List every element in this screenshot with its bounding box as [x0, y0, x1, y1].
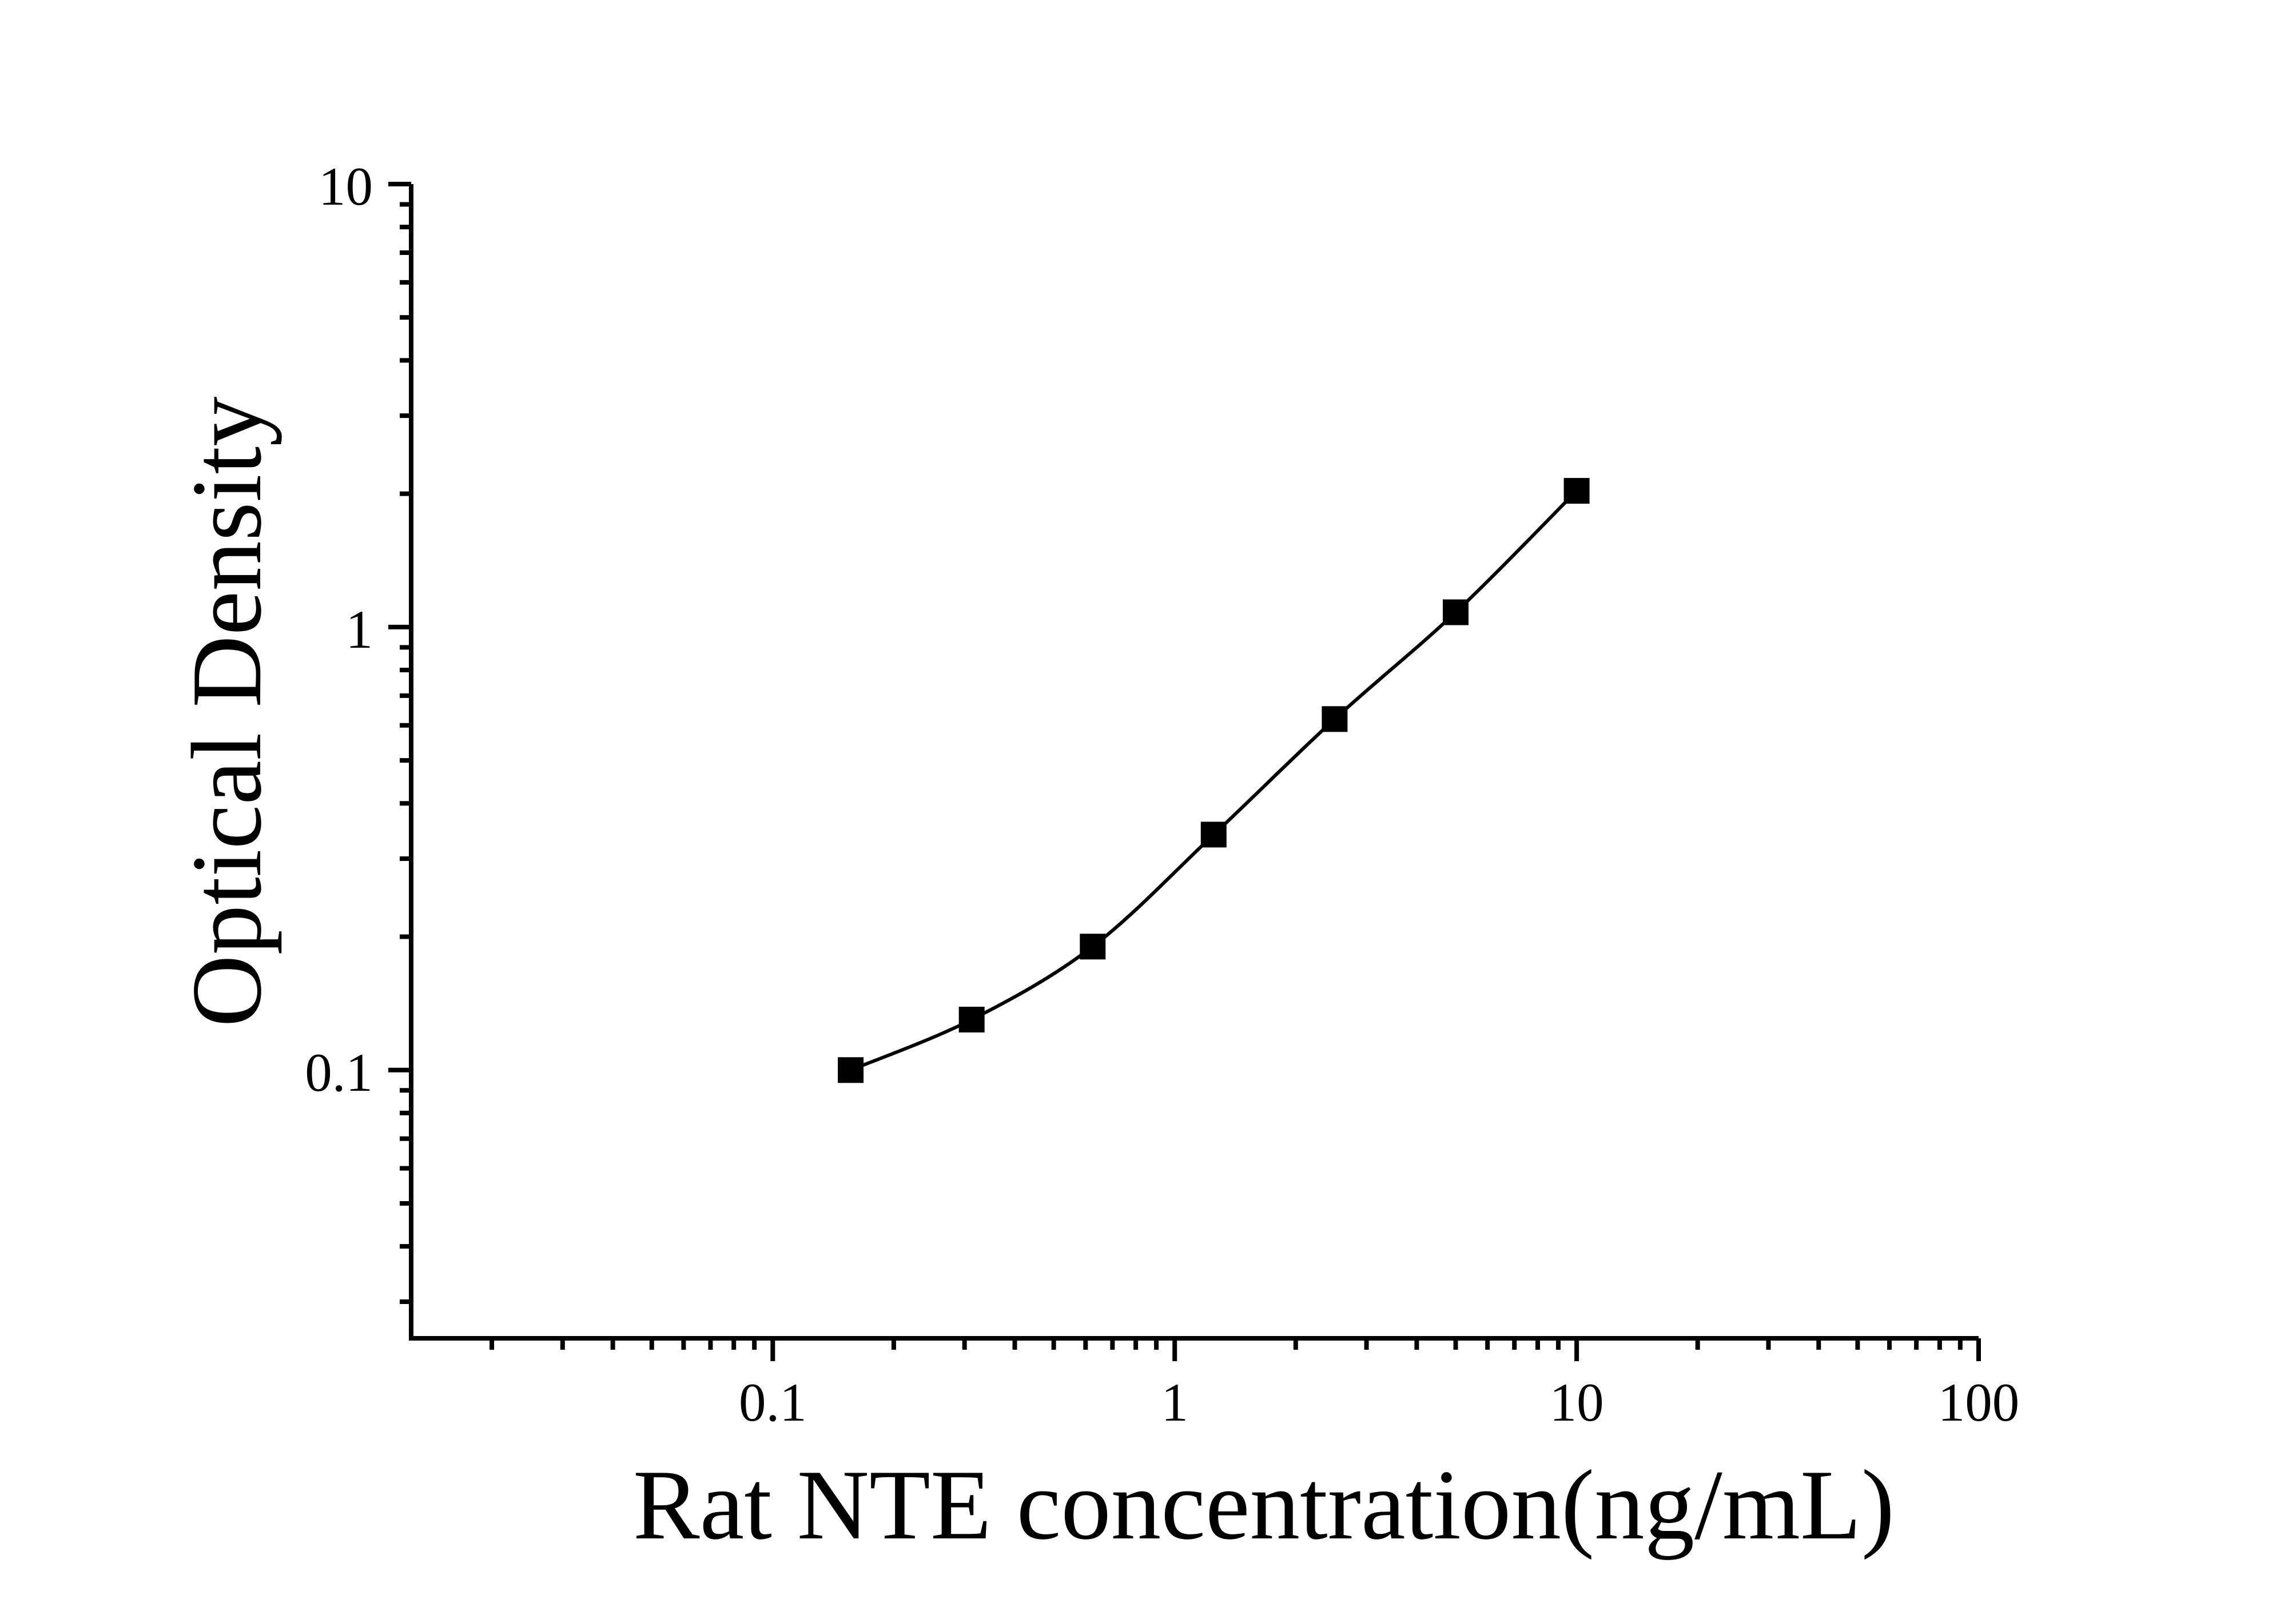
axes-layer: 0.1 1 10 100 0.1 1 10 — [305, 156, 2019, 1433]
data-point-marker — [1322, 706, 1348, 732]
x-tick-label: 100 — [1938, 1372, 2020, 1433]
data-point-marker — [1443, 599, 1469, 625]
x-axis-title: Rat NTE concentration(ng/mL) — [633, 1449, 1895, 1560]
standard-curve-line — [850, 489, 1578, 1072]
data-point-marker — [838, 1057, 864, 1083]
y-tick-label: 1 — [346, 599, 373, 660]
series-layer — [838, 478, 1590, 1083]
data-point-marker — [958, 1007, 985, 1032]
x-tick-label: 1 — [1161, 1372, 1188, 1433]
data-point-marker — [1080, 934, 1106, 960]
y-tick-label: 10 — [319, 156, 373, 217]
data-point-marker — [1200, 822, 1227, 848]
x-tick-label: 0.1 — [739, 1372, 807, 1433]
y-tick-label: 0.1 — [305, 1042, 373, 1103]
x-tick-label: 10 — [1550, 1372, 1604, 1433]
y-axis-title: Optical Density — [171, 396, 282, 1027]
data-point-marker — [1563, 478, 1590, 504]
